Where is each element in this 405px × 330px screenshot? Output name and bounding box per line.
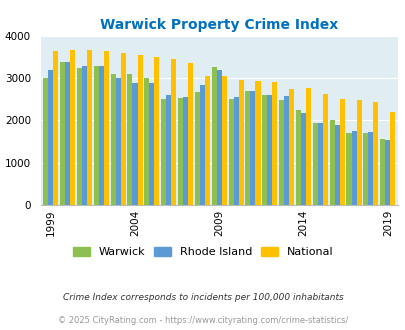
Bar <box>87 50 92 205</box>
Bar <box>127 74 132 205</box>
Bar <box>110 74 115 205</box>
Bar <box>48 70 53 205</box>
Bar <box>367 132 373 205</box>
Bar <box>300 113 305 205</box>
Bar <box>339 99 344 205</box>
Legend: Warwick, Rhode Island, National: Warwick, Rhode Island, National <box>68 242 337 262</box>
Bar <box>288 89 294 205</box>
Bar <box>104 51 109 205</box>
Bar <box>177 98 183 205</box>
Bar <box>166 95 171 205</box>
Bar <box>255 81 260 205</box>
Bar <box>65 62 70 205</box>
Bar <box>115 79 120 205</box>
Bar <box>221 76 226 205</box>
Bar <box>211 67 216 205</box>
Bar <box>60 61 65 205</box>
Bar <box>120 53 126 205</box>
Bar <box>351 131 356 205</box>
Bar <box>171 59 176 205</box>
Bar <box>278 100 284 205</box>
Bar <box>389 112 394 205</box>
Bar <box>183 97 188 205</box>
Bar <box>266 95 272 205</box>
Bar <box>43 79 48 205</box>
Bar <box>233 97 238 205</box>
Bar <box>228 99 233 205</box>
Bar <box>53 51 58 205</box>
Bar <box>250 91 255 205</box>
Bar <box>334 125 339 205</box>
Title: Warwick Property Crime Index: Warwick Property Crime Index <box>100 18 337 32</box>
Bar <box>70 50 75 205</box>
Bar <box>379 139 384 205</box>
Bar <box>317 123 322 205</box>
Bar <box>312 122 317 205</box>
Bar <box>245 91 250 205</box>
Bar <box>373 102 377 205</box>
Bar <box>94 66 98 205</box>
Text: © 2025 CityRating.com - https://www.cityrating.com/crime-statistics/: © 2025 CityRating.com - https://www.city… <box>58 315 347 325</box>
Bar <box>77 68 82 205</box>
Bar <box>161 99 166 205</box>
Bar <box>384 140 389 205</box>
Bar <box>238 80 243 205</box>
Bar <box>144 78 149 205</box>
Text: Crime Index corresponds to incidents per 100,000 inhabitants: Crime Index corresponds to incidents per… <box>62 292 343 302</box>
Bar <box>188 63 193 205</box>
Bar <box>216 70 221 205</box>
Bar <box>295 110 300 205</box>
Bar <box>272 82 277 205</box>
Bar <box>322 94 327 205</box>
Bar <box>199 85 205 205</box>
Bar <box>98 66 104 205</box>
Bar <box>82 66 87 205</box>
Bar <box>356 100 361 205</box>
Bar <box>154 57 159 205</box>
Bar <box>205 76 209 205</box>
Bar <box>262 95 266 205</box>
Bar <box>149 83 154 205</box>
Bar <box>284 96 288 205</box>
Bar <box>194 92 199 205</box>
Bar <box>329 119 334 205</box>
Bar <box>137 55 142 205</box>
Bar <box>345 133 351 205</box>
Bar <box>362 133 367 205</box>
Bar <box>305 88 310 205</box>
Bar <box>132 82 137 205</box>
